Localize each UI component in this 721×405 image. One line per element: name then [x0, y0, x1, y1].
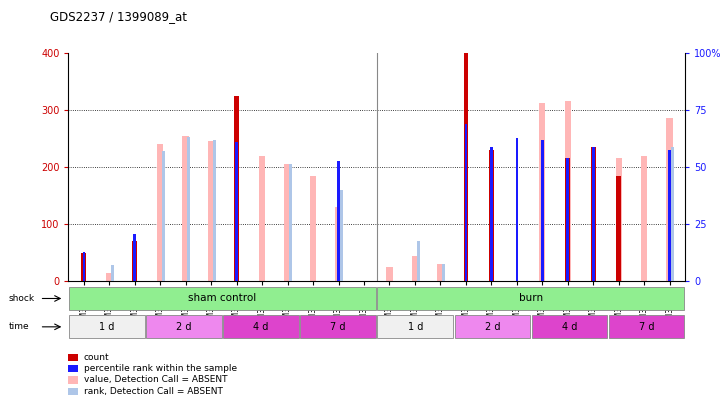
Bar [377, 287, 684, 310]
Bar [668, 150, 671, 281]
Text: sham control: sham control [188, 294, 257, 303]
Bar [616, 176, 621, 281]
Text: burn: burn [519, 294, 543, 303]
Bar [146, 315, 222, 339]
Bar [162, 151, 165, 281]
Text: time: time [9, 322, 30, 331]
Bar [213, 140, 216, 281]
Bar [111, 265, 114, 281]
Bar [69, 287, 376, 310]
Bar [516, 139, 518, 281]
Bar [335, 207, 342, 281]
Bar [490, 147, 492, 281]
Bar [666, 118, 673, 281]
Bar [591, 147, 596, 281]
Bar [412, 256, 418, 281]
Bar [671, 147, 674, 281]
Bar [133, 234, 136, 281]
Bar [234, 96, 239, 281]
Bar [157, 144, 164, 281]
Text: GDS2237 / 1399089_at: GDS2237 / 1399089_at [50, 10, 187, 23]
Text: 1 d: 1 d [99, 322, 115, 332]
Bar [106, 273, 112, 281]
Bar [187, 137, 190, 281]
Text: 2 d: 2 d [485, 322, 500, 332]
Text: 7 d: 7 d [639, 322, 654, 332]
Text: value, Detection Call = ABSENT: value, Detection Call = ABSENT [84, 375, 227, 384]
Bar [208, 141, 214, 281]
Bar [489, 150, 494, 281]
Bar [378, 315, 453, 339]
Bar [567, 158, 569, 281]
Bar [464, 53, 468, 281]
Text: percentile rank within the sample: percentile rank within the sample [84, 364, 236, 373]
Bar [340, 190, 343, 281]
Bar [81, 253, 86, 281]
Text: count: count [84, 353, 110, 362]
Text: shock: shock [9, 294, 35, 303]
Bar [133, 241, 137, 281]
Bar [417, 241, 420, 281]
Bar [82, 252, 85, 281]
Bar [592, 147, 595, 281]
Bar [259, 156, 265, 281]
Text: 7 d: 7 d [330, 322, 346, 332]
Bar [442, 264, 445, 281]
Bar [224, 315, 299, 339]
Bar [616, 158, 622, 281]
Bar [565, 101, 571, 281]
Bar [531, 315, 607, 339]
Bar [289, 164, 292, 281]
Bar [541, 140, 544, 281]
Bar [310, 176, 317, 281]
Bar [464, 124, 467, 281]
Bar [641, 156, 647, 281]
Bar [284, 164, 291, 281]
Bar [337, 161, 340, 281]
Bar [235, 143, 238, 281]
Bar [454, 315, 530, 339]
Text: 4 d: 4 d [254, 322, 269, 332]
Bar [609, 315, 684, 339]
Bar [301, 315, 376, 339]
Text: 4 d: 4 d [562, 322, 577, 332]
Bar [437, 264, 443, 281]
Bar [386, 267, 393, 281]
Bar [565, 158, 570, 281]
Text: 1 d: 1 d [407, 322, 423, 332]
Text: 2 d: 2 d [177, 322, 192, 332]
Bar [69, 315, 145, 339]
Bar [182, 136, 189, 281]
Text: rank, Detection Call = ABSENT: rank, Detection Call = ABSENT [84, 387, 223, 396]
Bar [539, 103, 546, 281]
